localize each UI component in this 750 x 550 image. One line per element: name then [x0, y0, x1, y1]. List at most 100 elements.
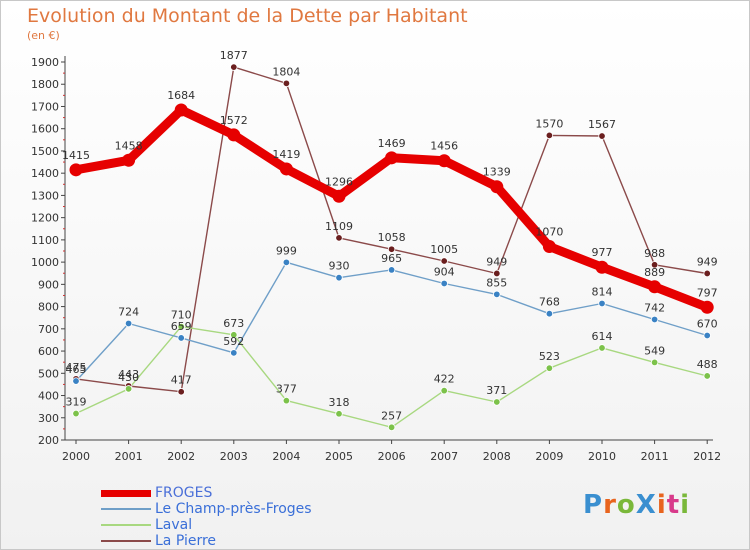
data-point: [493, 290, 501, 299]
data-label: 318: [329, 396, 350, 409]
y-tick-label: 1200: [31, 212, 59, 225]
chart-title: Evolution du Montant de la Dette par Hab…: [27, 5, 468, 27]
data-point: [545, 131, 554, 140]
x-tick-label: 2001: [115, 450, 143, 463]
data-point: [177, 334, 185, 342]
data-point: [282, 396, 291, 405]
y-tick-label: 400: [38, 390, 59, 403]
data-point: [72, 409, 80, 418]
data-point: [230, 63, 238, 71]
data-label: 855: [486, 276, 507, 289]
data-point: [437, 154, 451, 168]
legend-swatch: [101, 508, 151, 510]
data-point: [227, 128, 241, 142]
x-tick-label: 2000: [62, 450, 90, 463]
y-tick-label: 1700: [31, 100, 59, 113]
data-point: [703, 331, 711, 340]
data-label: 1804: [272, 65, 300, 78]
data-point: [493, 269, 501, 278]
data-label: 814: [592, 285, 613, 298]
data-label: 417: [171, 374, 192, 387]
x-tick-label: 2009: [535, 450, 563, 463]
data-point: [700, 300, 714, 314]
data-label: 549: [644, 344, 665, 357]
x-tick-label: 2008: [483, 450, 511, 463]
legend-swatch: [101, 489, 151, 497]
data-label: 1570: [535, 117, 563, 130]
data-label: 1070: [535, 226, 563, 239]
data-point: [335, 410, 343, 418]
data-label: 319: [66, 396, 87, 409]
data-point: [490, 180, 504, 194]
data-label: 965: [381, 252, 402, 265]
data-label: 1456: [430, 140, 458, 153]
data-point: [282, 258, 291, 267]
x-tick-label: 2012: [693, 450, 721, 463]
x-tick-label: 2003: [220, 450, 248, 463]
y-tick-label: 1400: [31, 167, 59, 180]
data-point: [545, 364, 554, 372]
data-point: [703, 372, 711, 380]
data-point: [595, 260, 609, 274]
data-label: 949: [697, 255, 718, 268]
chart-unit-label: (en €): [27, 29, 60, 42]
data-label: 430: [118, 371, 139, 384]
axes: 200 300 400 500 600 700 800 900 1000 1100 1200 1300…: [31, 56, 721, 463]
data-point: [177, 388, 185, 396]
data-point: [650, 261, 659, 269]
data-point: [72, 377, 80, 385]
data-label: 889: [644, 266, 665, 279]
data-point: [703, 269, 711, 278]
data-label: 977: [592, 246, 613, 259]
data-label: 999: [276, 244, 297, 257]
data-point: [440, 386, 448, 395]
data-label: 1469: [378, 137, 406, 150]
data-label: 904: [434, 265, 455, 278]
data-label: 475: [66, 361, 87, 374]
data-point: [69, 163, 83, 177]
x-tick-label: 2011: [641, 450, 669, 463]
legend-label: Laval: [155, 517, 193, 533]
y-tick-label: 1500: [31, 145, 59, 158]
x-tick-label: 2004: [272, 450, 300, 463]
data-labels: 475 443 417 1877 1804 1109 1058 1005 949 1570 1567…: [62, 49, 718, 422]
data-point: [122, 153, 136, 167]
data-label: 614: [592, 330, 613, 343]
y-tick-label: 1800: [31, 78, 59, 91]
data-label: 443: [118, 368, 139, 381]
data-point: [124, 385, 133, 393]
data-point: [335, 234, 343, 242]
y-tick-label: 500: [38, 367, 59, 380]
data-point: [279, 162, 293, 176]
legend-label: FROGES: [155, 485, 213, 501]
y-tick-label: 1100: [31, 234, 59, 247]
y-tick-label: 800: [38, 301, 59, 314]
data-point: [387, 266, 396, 274]
data-label: 1005: [430, 243, 458, 256]
data-label: 659: [171, 320, 192, 333]
data-label: 1419: [272, 148, 300, 161]
data-point: [230, 331, 238, 339]
data-label: 949: [486, 255, 507, 268]
data-label: 1567: [588, 118, 616, 131]
y-tick-label: 200: [38, 434, 59, 447]
legend-label: La Pierre: [155, 533, 217, 549]
x-tick-label: 2005: [325, 450, 353, 463]
data-label: 742: [644, 301, 665, 314]
data-label: 1572: [220, 114, 248, 127]
data-label: 371: [486, 384, 507, 397]
x-tick-label: 2010: [588, 450, 616, 463]
data-label: 488: [697, 358, 718, 371]
data-label: 1877: [220, 49, 248, 62]
series-points: [69, 63, 714, 432]
data-point: [335, 273, 343, 282]
y-tick-label: 1300: [31, 189, 59, 202]
proxiti-logo: ProXiti: [583, 490, 691, 520]
data-label: 422: [434, 373, 455, 386]
data-label: 988: [644, 247, 665, 260]
data-point: [440, 279, 448, 288]
data-point: [440, 257, 448, 265]
data-label: 592: [223, 335, 244, 348]
legend-swatch: [101, 540, 151, 542]
y-tick-label: 1600: [31, 123, 59, 136]
